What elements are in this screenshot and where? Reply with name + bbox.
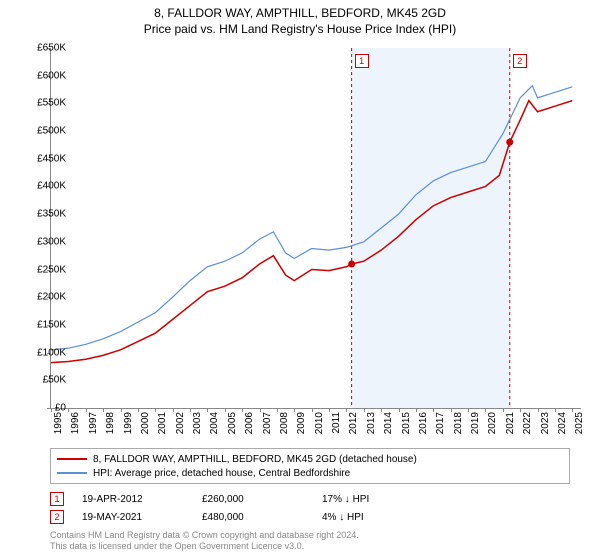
y-tick-label: £100K — [37, 347, 66, 358]
x-tick-label: 2000 — [140, 412, 151, 442]
y-tick-label: £600K — [37, 70, 66, 81]
y-tick-label: £50K — [43, 375, 66, 386]
legend-item-hpi: HPI: Average price, detached house, Cent… — [57, 466, 563, 480]
title-subtitle: Price paid vs. HM Land Registry's House … — [0, 22, 600, 36]
sale-date-1: 19-APR-2012 — [82, 494, 202, 505]
legend-label-hpi: HPI: Average price, detached house, Cent… — [93, 468, 350, 479]
x-tick-label: 2024 — [557, 412, 568, 442]
y-tick-label: £350K — [37, 209, 66, 220]
y-tick-label: £150K — [37, 319, 66, 330]
x-tick-label: 2014 — [383, 412, 394, 442]
y-tick-label: £450K — [37, 153, 66, 164]
x-tick-label: 2011 — [331, 412, 342, 442]
y-tick-label: £250K — [37, 264, 66, 275]
x-tick-label: 2017 — [435, 412, 446, 442]
title-address: 8, FALLDOR WAY, AMPTHILL, BEDFORD, MK45 … — [0, 6, 600, 20]
legend-swatch-property — [57, 458, 87, 460]
x-tick-label: 2019 — [470, 412, 481, 442]
sale-row-1: 1 19-APR-2012 £260,000 17% ↓ HPI — [50, 490, 442, 508]
y-tick-label: £650K — [37, 43, 66, 54]
legend-item-property: 8, FALLDOR WAY, AMPTHILL, BEDFORD, MK45 … — [57, 452, 563, 466]
footnote-line2: This data is licensed under the Open Gov… — [50, 541, 359, 552]
sale-date-2: 19-MAY-2021 — [82, 512, 202, 523]
footnote-line1: Contains HM Land Registry data © Crown c… — [50, 530, 359, 541]
x-tick-label: 1999 — [123, 412, 134, 442]
y-tick-label: £550K — [37, 98, 66, 109]
plot-area — [50, 48, 581, 409]
chart-svg — [51, 48, 581, 408]
x-tick-label: 1996 — [70, 412, 81, 442]
x-tick-label: 2001 — [157, 412, 168, 442]
sales-table: 1 19-APR-2012 £260,000 17% ↓ HPI 2 19-MA… — [50, 490, 442, 526]
x-tick-label: 2009 — [296, 412, 307, 442]
chart-container: 8, FALLDOR WAY, AMPTHILL, BEDFORD, MK45 … — [0, 0, 600, 560]
legend-swatch-hpi — [57, 472, 87, 474]
chart-marker-box-1: 1 — [355, 54, 369, 68]
sale-price-1: £260,000 — [202, 494, 322, 505]
y-tick-label: £200K — [37, 292, 66, 303]
x-tick-label: 2022 — [522, 412, 533, 442]
x-tick-label: 2012 — [348, 412, 359, 442]
y-tick-label: £400K — [37, 181, 66, 192]
x-tick-label: 2003 — [192, 412, 203, 442]
x-tick-label: 2010 — [314, 412, 325, 442]
sale-price-2: £480,000 — [202, 512, 322, 523]
footnote: Contains HM Land Registry data © Crown c… — [50, 530, 359, 552]
x-tick-label: 2005 — [227, 412, 238, 442]
y-tick-label: £500K — [37, 126, 66, 137]
x-tick-label: 2008 — [279, 412, 290, 442]
titles: 8, FALLDOR WAY, AMPTHILL, BEDFORD, MK45 … — [0, 0, 600, 36]
x-tick-label: 2018 — [453, 412, 464, 442]
sale-row-2: 2 19-MAY-2021 £480,000 4% ↓ HPI — [50, 508, 442, 526]
series-hpi — [51, 86, 572, 350]
x-tick-label: 1998 — [105, 412, 116, 442]
x-tick-label: 2023 — [540, 412, 551, 442]
series-property — [51, 101, 572, 363]
legend-label-property: 8, FALLDOR WAY, AMPTHILL, BEDFORD, MK45 … — [93, 454, 417, 465]
sale-marker-1: 1 — [50, 492, 64, 506]
x-tick-label: 2015 — [401, 412, 412, 442]
x-tick-label: 2013 — [366, 412, 377, 442]
sale-dot-2 — [506, 139, 513, 146]
sale-delta-1: 17% ↓ HPI — [322, 494, 442, 505]
x-tick-label: 1995 — [53, 412, 64, 442]
x-tick-label: 2002 — [175, 412, 186, 442]
sale-delta-2: 4% ↓ HPI — [322, 512, 442, 523]
sale-dot-1 — [348, 261, 355, 268]
chart-marker-box-2: 2 — [513, 54, 527, 68]
x-tick-label: 2007 — [262, 412, 273, 442]
legend: 8, FALLDOR WAY, AMPTHILL, BEDFORD, MK45 … — [50, 448, 570, 484]
sale-marker-2: 2 — [50, 510, 64, 524]
x-tick-label: 2004 — [209, 412, 220, 442]
x-tick-label: 2006 — [244, 412, 255, 442]
y-tick-label: £300K — [37, 236, 66, 247]
x-tick-label: 2016 — [418, 412, 429, 442]
x-tick-label: 1997 — [88, 412, 99, 442]
x-tick-label: 2025 — [574, 412, 585, 442]
x-tick-label: 2020 — [487, 412, 498, 442]
x-tick-label: 2021 — [505, 412, 516, 442]
